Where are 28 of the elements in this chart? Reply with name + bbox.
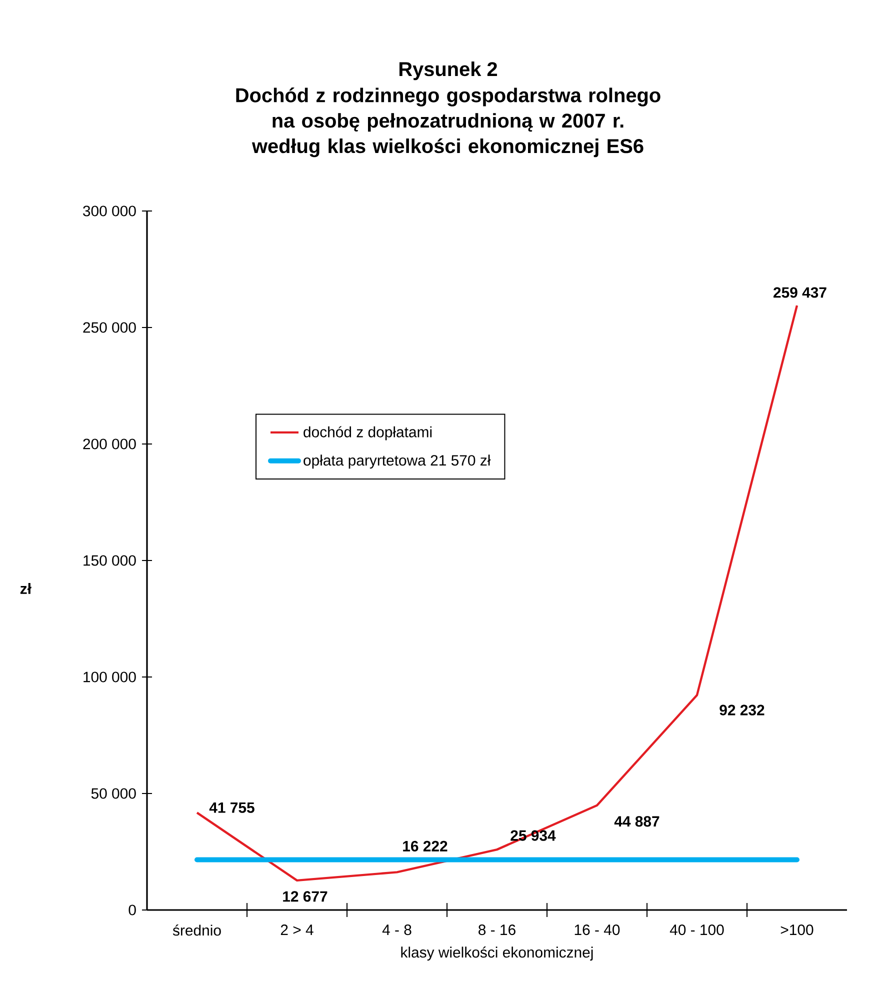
y-tick-label: 250 000 — [83, 322, 136, 333]
x-tick-label: 4 - 8 — [382, 924, 412, 936]
y-tick-label: 300 000 — [83, 206, 136, 216]
x-tick-label: 16 - 40 — [574, 924, 620, 936]
chart-title: Rysunek 2 — [399, 62, 498, 80]
y-tick-label: 100 000 — [84, 672, 136, 682]
data-label: 259 437 — [774, 287, 826, 298]
y-tick-label: 150 000 — [84, 555, 136, 566]
line-series — [196, 304, 798, 882]
data-label: 44 887 — [614, 816, 660, 827]
x-axis-title: klasy wielkości ekonomicznej — [401, 946, 593, 961]
y-tick-label: 200 000 — [83, 438, 136, 450]
x-tick-label: 40 - 100 — [670, 924, 724, 936]
x-tick-label: średnio — [172, 924, 221, 936]
chart-subtitle: Dochód z rodzinnego gospodarstwa rolnego na osobę pełnozatrudnioną w 2007 r. według klas wielkości ekonomicznej ES6 — [236, 88, 660, 158]
legend-label: opłata paryrtetowa 21 570 zł — [304, 454, 491, 469]
y-tick-label: 0 — [128, 904, 136, 916]
data-label: 16 222 — [403, 840, 448, 852]
data-label: 92 232 — [720, 704, 764, 716]
y-tick-label: 50 000 — [91, 788, 136, 799]
x-tick-label: 2 > 4 — [280, 924, 314, 935]
y-axis-title: zł — [20, 583, 32, 594]
x-tick-label: >100 — [780, 924, 814, 936]
data-label: 41 755 — [209, 802, 254, 813]
data-label: 12 677 — [283, 891, 328, 902]
legend-label: dochód z dopłatami — [304, 426, 432, 440]
data-label: 25 934 — [510, 830, 556, 841]
x-tick-label: 8 - 16 — [478, 924, 516, 936]
